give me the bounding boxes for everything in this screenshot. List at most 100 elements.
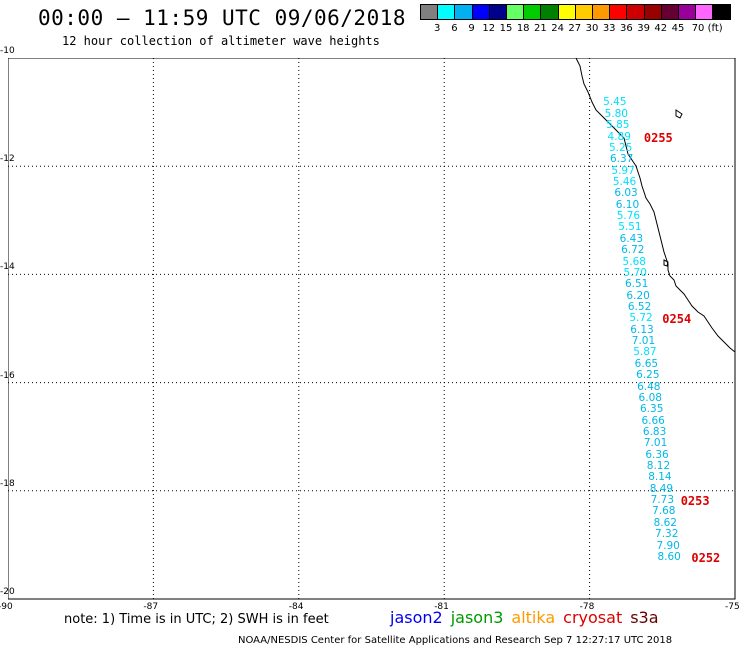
satellite-legend: jason2 jason3 altika cryosat s3a <box>390 608 667 627</box>
color-scale-label: 21 <box>534 23 547 34</box>
wave-height-value: 6.65 <box>634 357 659 370</box>
wave-height-value: 6.35 <box>640 403 664 416</box>
wave-height-value: 6.13 <box>630 323 654 336</box>
wave-height-value: 6.52 <box>627 300 652 313</box>
legend-entry: jason2 <box>390 608 443 627</box>
wave-height-value: 7.01 <box>643 437 668 450</box>
color-swatch <box>678 4 697 20</box>
wave-height-value: 6.43 <box>619 232 644 245</box>
color-scale-label: 39 <box>637 23 650 34</box>
color-scale-label: 6 <box>451 23 458 34</box>
x-tick-label: -78 <box>579 602 595 612</box>
wave-height-value: 6.36 <box>645 448 669 461</box>
color-scale-label: 15 <box>499 23 513 34</box>
color-scale-label: 42 <box>654 23 668 34</box>
wave-height-value: 4.89 <box>607 130 631 143</box>
color-swatch <box>626 4 645 20</box>
wave-height-value: 5.80 <box>604 107 628 120</box>
wave-height-value: 5.45 <box>603 96 627 109</box>
wave-height-value: 6.10 <box>615 198 640 211</box>
wave-height-map <box>8 58 736 600</box>
color-swatch <box>609 4 628 20</box>
y-tick-label: -18 <box>0 478 15 489</box>
y-tick-label: -20 <box>0 587 15 597</box>
wave-height-value: 6.08 <box>638 391 662 404</box>
y-tick-label: -16 <box>0 370 15 381</box>
wave-height-value: 7.90 <box>656 539 680 552</box>
color-swatch <box>437 4 456 20</box>
color-swatch <box>471 4 490 20</box>
map-title: 00:00 – 11:59 UTC 09/06/2018 <box>38 6 407 30</box>
wave-height-value: 6.37 <box>609 153 634 166</box>
wave-height-value: 6.03 <box>614 187 638 200</box>
color-swatch <box>695 4 714 20</box>
color-scale-label: 24 <box>551 23 564 34</box>
color-scale-label: 3 <box>434 23 441 34</box>
x-tick-label: -75 <box>725 602 740 612</box>
color-scale-label: 18 <box>516 23 530 34</box>
color-swatch <box>574 4 593 20</box>
x-tick-label: -81 <box>434 602 449 612</box>
color-scale-label: 33 <box>602 23 616 34</box>
coastline <box>575 58 736 353</box>
wave-height-value: 7.73 <box>650 494 675 507</box>
wave-height-value: 5.46 <box>612 176 637 189</box>
wave-height-value: 8.12 <box>646 460 671 473</box>
map-frame <box>8 58 736 600</box>
island-outline <box>675 109 683 119</box>
wave-height-value: 8.14 <box>648 471 672 484</box>
wave-height-value: 6.83 <box>642 425 667 438</box>
color-swatch <box>420 4 439 20</box>
wave-height-value: 7.01 <box>631 335 656 348</box>
wave-height-value: 6.25 <box>636 369 660 382</box>
wave-height-value: 5.68 <box>622 255 646 268</box>
wave-height-value: 5.87 <box>633 346 657 359</box>
x-tick-label: -90 <box>0 602 13 612</box>
legend-entry: s3a <box>630 608 659 627</box>
color-swatch <box>660 4 679 20</box>
color-scale-label: 9 <box>468 23 475 34</box>
color-swatch <box>488 4 507 20</box>
wave-height-value: 8.60 <box>657 550 681 563</box>
x-tick-label: -84 <box>288 602 304 612</box>
wave-height-value: 5.76 <box>616 210 641 223</box>
map-subtitle: 12 hour collection of altimeter wave hei… <box>62 34 380 48</box>
color-swatch <box>523 4 542 20</box>
color-scale-label: 70 (ft) <box>691 23 723 34</box>
island-outline <box>663 259 669 267</box>
y-tick-label: -14 <box>0 262 15 273</box>
credit-footer: NOAA/NESDIS Center for Satellite Applica… <box>238 635 673 646</box>
wave-height-value: 5.51 <box>618 221 642 234</box>
wave-height-value: 5.97 <box>611 164 635 177</box>
wave-height-value: 5.70 <box>623 266 647 279</box>
wave-height-value: 7.68 <box>652 505 676 518</box>
pass-time-label: 0255 <box>643 130 673 145</box>
color-swatch <box>712 4 731 20</box>
wave-height-value: 8.62 <box>653 516 677 529</box>
y-tick-label: -10 <box>0 46 15 56</box>
color-scale-label: 36 <box>620 23 633 34</box>
wave-height-value: 6.72 <box>621 244 645 257</box>
pass-time-label: 0252 <box>691 550 721 565</box>
color-swatch <box>557 4 576 20</box>
color-swatch <box>592 4 611 20</box>
pass-time-label: 0254 <box>662 312 692 327</box>
wave-height-value: 5.25 <box>608 141 633 154</box>
wave-height-value: 7.32 <box>655 528 679 541</box>
wave-height-value: 8.49 <box>649 482 674 495</box>
wave-height-value: 5.72 <box>629 312 653 325</box>
color-scale-label: 30 <box>585 23 599 34</box>
y-tick-label: -12 <box>0 154 15 165</box>
x-tick-label: -87 <box>143 602 159 612</box>
wave-height-value: 5.85 <box>606 119 630 132</box>
color-swatch <box>540 4 559 20</box>
wave-height-value: 6.66 <box>641 414 665 427</box>
legend-entry: altika <box>511 608 556 627</box>
color-scale-label: 27 <box>568 23 582 34</box>
legend-entry: jason3 <box>450 608 504 627</box>
color-scale-label: 12 <box>482 23 496 34</box>
legend-entry: cryosat <box>563 608 623 627</box>
pass-time-label: 0253 <box>680 494 710 509</box>
wave-height-value: 6.20 <box>626 289 650 302</box>
wave-height-value: 6.51 <box>624 278 649 291</box>
